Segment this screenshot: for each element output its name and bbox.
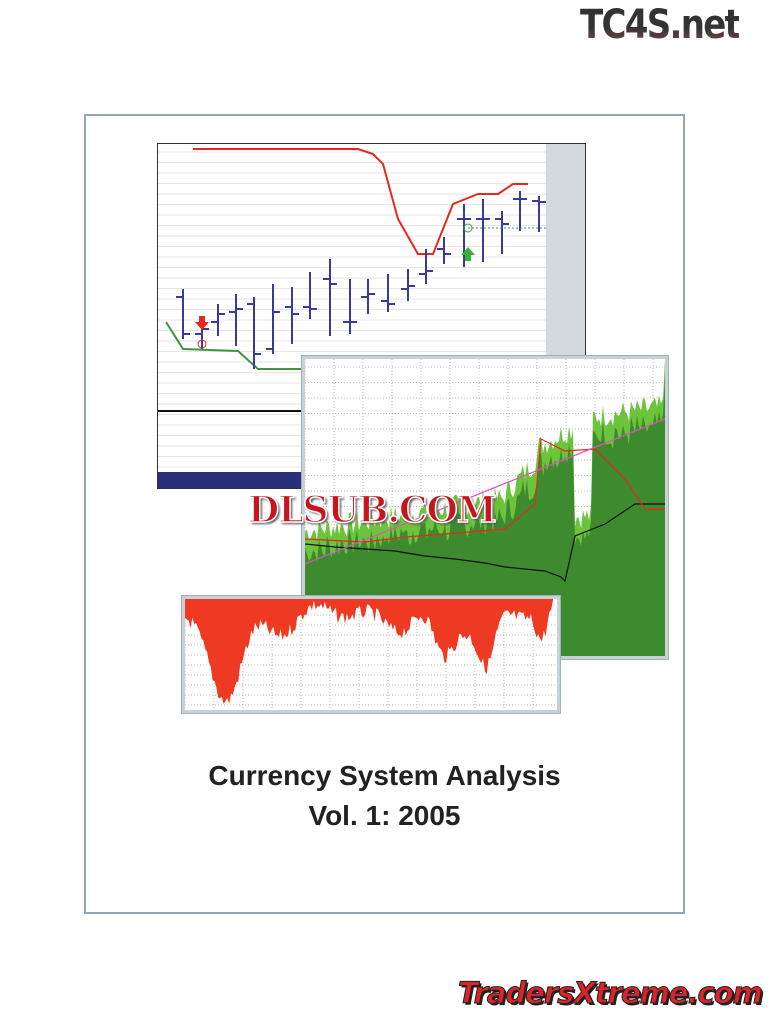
- arrow-up-icon: [461, 247, 475, 261]
- equity-area: [305, 376, 665, 656]
- cover-frame: [84, 114, 685, 914]
- tc4s-watermark: TC4S.net: [580, 2, 741, 48]
- trend-line: [305, 418, 665, 565]
- buy-entry-marker: [463, 223, 473, 233]
- sell-entry-marker: [197, 339, 207, 349]
- lower-band-line: [165, 321, 308, 370]
- drawdown-area: [185, 599, 553, 704]
- tradersxtreme-watermark: TradersXtreme.com: [458, 976, 764, 1011]
- upper-band-line: [193, 148, 528, 255]
- drawdown-chart-svg: [185, 599, 557, 710]
- drawdown-chart-illustration: [181, 595, 561, 714]
- benchmark-line: [305, 438, 665, 543]
- cover-subtitle: Vol. 1: 2005: [308, 800, 461, 831]
- arrow-down-icon: [195, 316, 209, 330]
- equity-curve-svg: [305, 359, 665, 656]
- drawdown-line: [305, 503, 665, 583]
- equity-curve-illustration: [301, 355, 669, 660]
- cover-title: Currency System Analysis: [208, 760, 561, 791]
- dlsub-watermark: DLSUB.COM: [247, 488, 497, 532]
